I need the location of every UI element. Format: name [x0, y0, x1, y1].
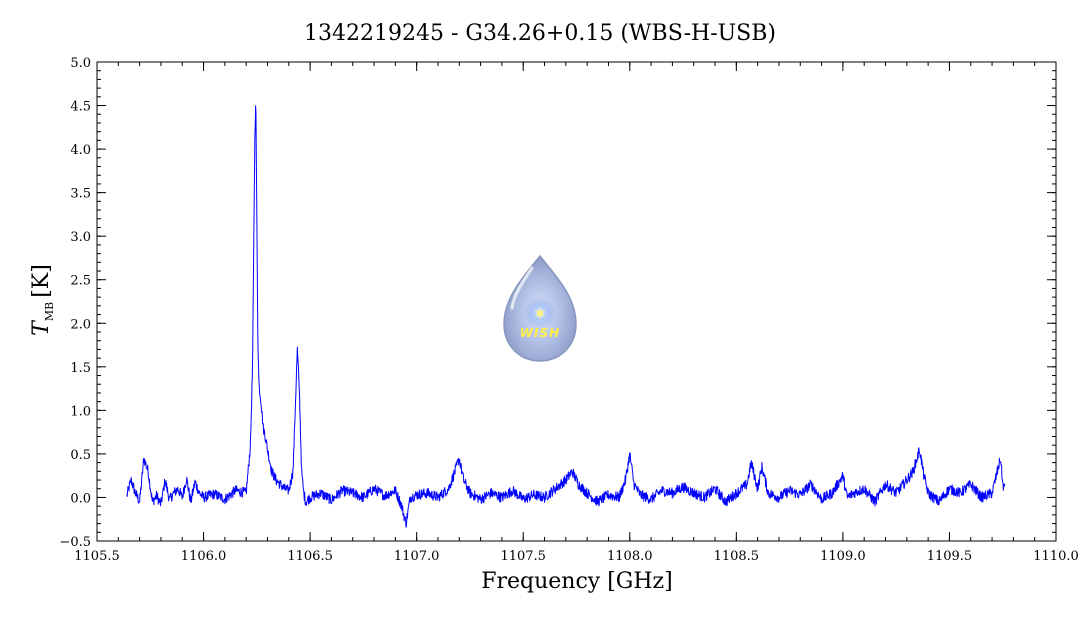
- y-tick-label: 5.0: [70, 56, 91, 71]
- x-tick-label: 1108.0: [607, 549, 653, 564]
- y-tick-label: 4.5: [70, 100, 91, 115]
- y-tick-label: 2.5: [70, 274, 91, 289]
- x-tick-label: 1110.0: [1033, 549, 1079, 564]
- y-tick-label: −0.5: [59, 535, 91, 550]
- x-tick-label: 1107.0: [394, 549, 440, 564]
- plot-area: 1105.5 1106.0 1106.5 1107.0 1107.5 1108.0 1108…: [59, 56, 1078, 564]
- x-tick-label: 1109.5: [927, 549, 973, 564]
- svg-text:TMB[K]: TMB [K]: [29, 264, 56, 336]
- y-axis-label-sub: MB: [43, 302, 56, 321]
- star-icon: ✶: [532, 304, 547, 325]
- y-tick-label: 3.5: [70, 187, 91, 202]
- logo-text: WISH: [520, 326, 560, 340]
- x-axis-label: Frequency [GHz]: [481, 569, 673, 594]
- x-tick-label: 1107.5: [500, 549, 546, 564]
- wish-logo: ✶ WISH: [503, 254, 577, 362]
- y-axis-label: TMB [K]: [29, 264, 56, 336]
- y-axis-label-main: T: [29, 319, 54, 336]
- y-tick-label: 0.5: [70, 448, 91, 463]
- y-tick-label: 1.5: [70, 361, 91, 376]
- plot-frame: [96, 61, 1057, 542]
- spectrum-line: [126, 105, 1006, 528]
- y-tick-label: 3.0: [70, 230, 91, 245]
- x-tick-label: 1105.5: [74, 549, 120, 564]
- y-tick-label: 0.0: [70, 491, 91, 506]
- y-tick-label: 2.0: [70, 317, 91, 332]
- x-tick-label: 1106.5: [287, 549, 333, 564]
- y-tick-label: 4.0: [70, 143, 91, 158]
- y-tick-label: 1.0: [70, 404, 91, 419]
- chart-title: 1342219245 - G34.26+0.15 (WBS-H-USB): [304, 21, 776, 46]
- x-tick-label: 1109.0: [820, 549, 866, 564]
- x-tick-label: 1108.5: [714, 549, 760, 564]
- y-axis-label-unit: [K]: [29, 264, 54, 298]
- x-tick-label: 1106.0: [181, 549, 227, 564]
